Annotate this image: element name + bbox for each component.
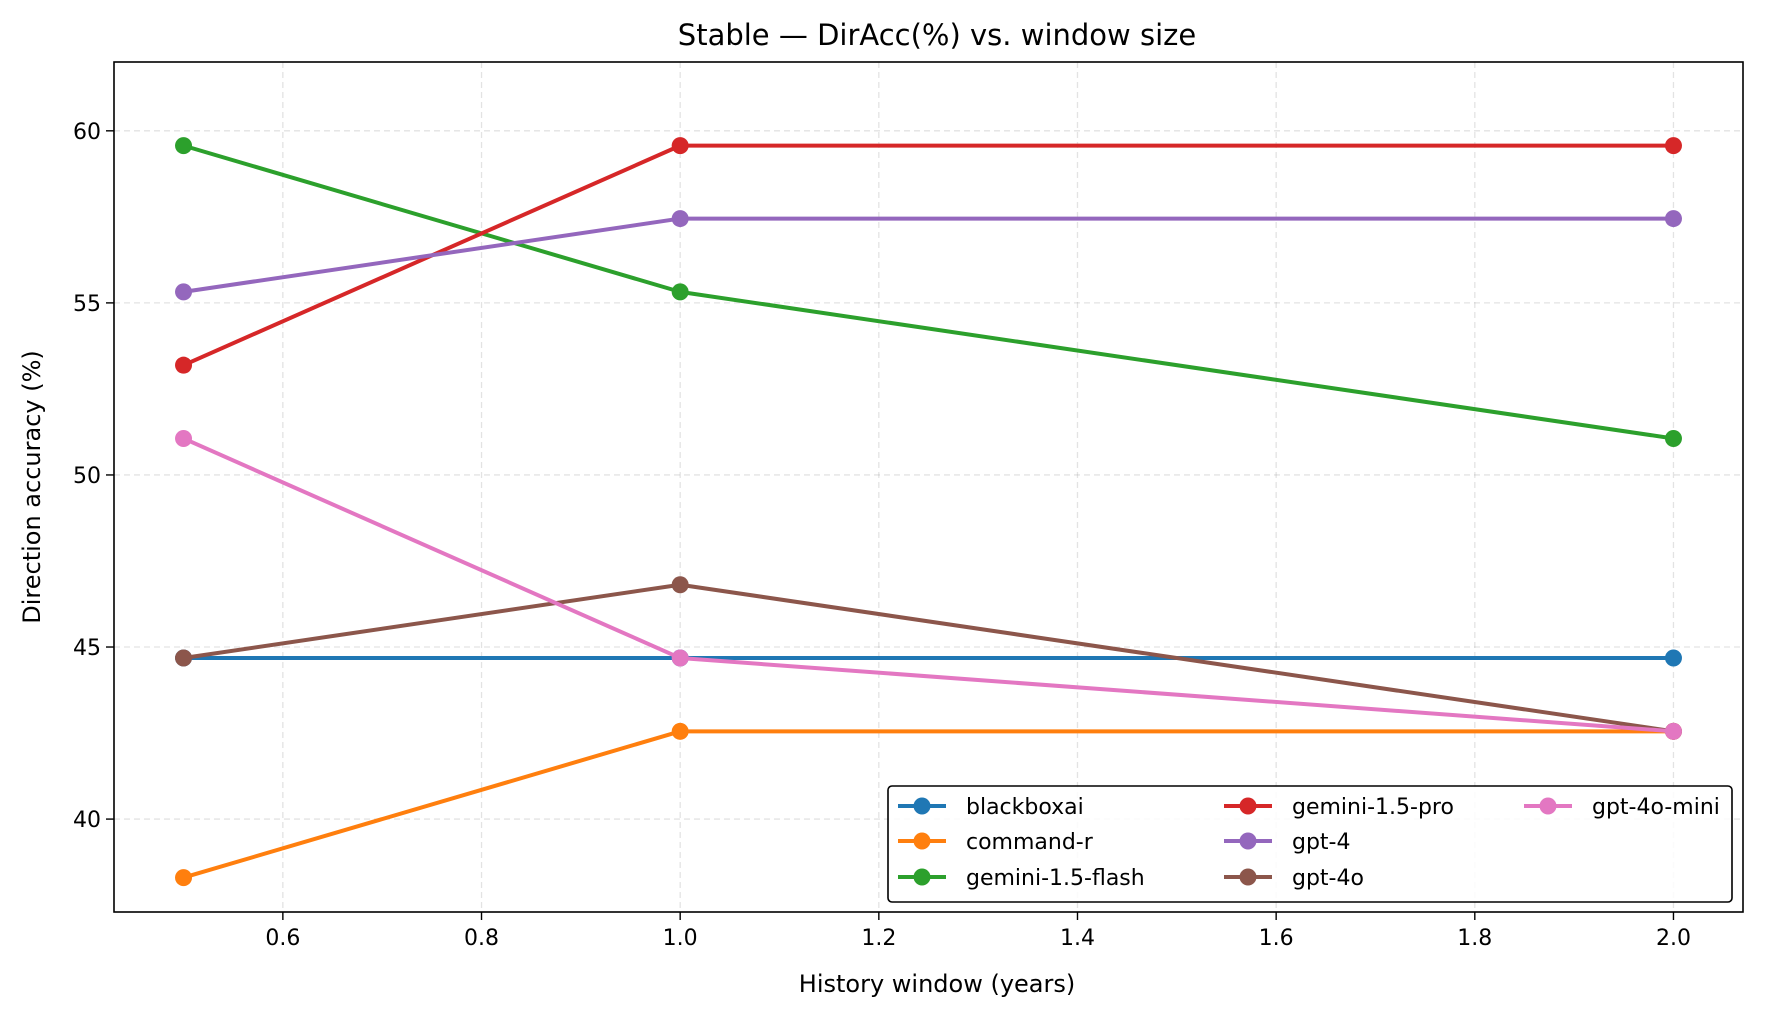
x-tick-label: 1.4 bbox=[1060, 926, 1095, 951]
legend-label: gemini-1.5-pro bbox=[1292, 795, 1454, 820]
data-point bbox=[671, 649, 689, 667]
series-gemini-1.5-pro bbox=[175, 137, 1682, 374]
data-point bbox=[1664, 429, 1682, 447]
legend-item: blackboxai bbox=[898, 795, 1084, 820]
x-tick-label: 1.2 bbox=[861, 926, 896, 951]
series-gpt-4o-mini bbox=[175, 429, 1682, 740]
series-line bbox=[181, 143, 1676, 441]
chart-title: Stable — DirAcc(%) vs. window size bbox=[678, 18, 1196, 52]
data-point bbox=[175, 869, 193, 887]
x-tick-label: 2.0 bbox=[1656, 926, 1691, 951]
data-point bbox=[175, 283, 193, 301]
legend-label: gpt-4o bbox=[1292, 866, 1364, 891]
legend-item: gpt-4o bbox=[1224, 866, 1364, 891]
y-tick-label: 50 bbox=[73, 464, 101, 489]
legend-label: command-r bbox=[966, 830, 1094, 855]
data-point bbox=[175, 649, 193, 667]
series-line bbox=[181, 143, 1676, 368]
y-axis-label: Direction accuracy (%) bbox=[18, 350, 46, 624]
legend-swatch-marker bbox=[1539, 797, 1557, 815]
data-point bbox=[1664, 137, 1682, 155]
legend-item: gpt-4 bbox=[1224, 830, 1351, 855]
data-point bbox=[1664, 210, 1682, 228]
x-axis-label: History window (years) bbox=[799, 970, 1075, 998]
y-tick-label: 55 bbox=[73, 292, 101, 317]
data-point bbox=[671, 576, 689, 594]
legend-swatch-marker bbox=[913, 868, 931, 886]
series-blackboxai bbox=[175, 649, 1682, 667]
data-point bbox=[1664, 722, 1682, 740]
legend-item: gemini-1.5-pro bbox=[1224, 795, 1454, 820]
y-tick-label: 45 bbox=[73, 636, 101, 661]
y-tick-label: 40 bbox=[73, 808, 101, 833]
legend: blackboxai command-r gemini-1.5-flash gemin… bbox=[887, 785, 1733, 903]
series-gpt-4 bbox=[175, 210, 1682, 301]
data-point bbox=[1664, 649, 1682, 667]
legend-swatch-marker bbox=[1239, 868, 1257, 886]
legend-label: gpt-4 bbox=[1292, 830, 1351, 855]
legend-label: gemini-1.5-flash bbox=[966, 866, 1145, 891]
legend-item: command-r bbox=[898, 830, 1094, 855]
plot-frame bbox=[113, 61, 1744, 913]
legend-item: gpt-4o-mini bbox=[1524, 795, 1720, 820]
axis-ticks: 0.6 0.8 1.0 1.2 1.4 1.6 1.8 2.0 40 45 50 55 60 bbox=[73, 120, 1691, 951]
data-point bbox=[175, 356, 193, 374]
legend-swatch-marker bbox=[913, 797, 931, 815]
series-gemini-1.5-flash bbox=[175, 137, 1682, 447]
legend-box bbox=[887, 785, 1733, 903]
legend-item: gemini-1.5-flash bbox=[898, 866, 1145, 891]
data-point bbox=[671, 283, 689, 301]
series-line bbox=[181, 436, 1676, 734]
legend-swatch-marker bbox=[1239, 797, 1257, 815]
data-point bbox=[175, 137, 193, 155]
legend-label: gpt-4o-mini bbox=[1592, 795, 1720, 820]
data-point bbox=[671, 137, 689, 155]
x-tick-label: 1.0 bbox=[663, 926, 698, 951]
data-point bbox=[175, 429, 193, 447]
y-tick-label: 60 bbox=[73, 120, 101, 145]
legend-swatch-marker bbox=[1239, 832, 1257, 850]
data-point bbox=[671, 210, 689, 228]
grid bbox=[114, 62, 1743, 912]
series-line bbox=[181, 216, 1676, 294]
legend-swatch-marker bbox=[913, 832, 931, 850]
legend-label: blackboxai bbox=[966, 795, 1084, 820]
series-lines bbox=[175, 137, 1682, 887]
data-point bbox=[671, 722, 689, 740]
x-tick-label: 1.6 bbox=[1259, 926, 1294, 951]
x-tick-label: 0.8 bbox=[464, 926, 499, 951]
x-tick-label: 1.8 bbox=[1457, 926, 1492, 951]
x-tick-label: 0.6 bbox=[265, 926, 300, 951]
